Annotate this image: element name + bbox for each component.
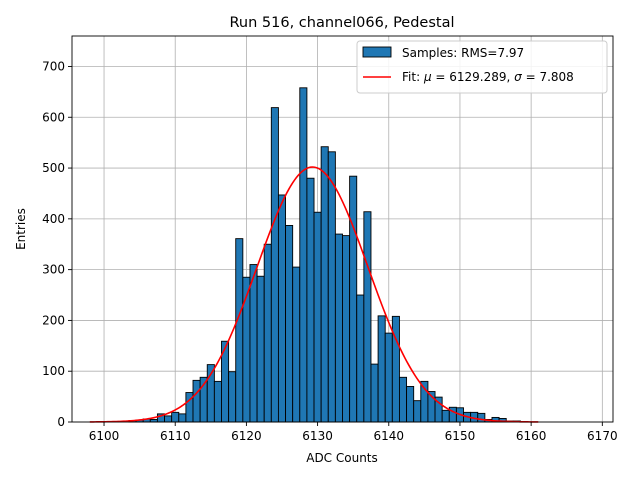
chart-title: Run 516, channel066, Pedestal [229, 15, 454, 31]
legend-samples-label: Samples: RMS=7.97 [402, 46, 524, 60]
y-axis-label: Entries [14, 208, 28, 250]
x-tick-label: 6140 [373, 429, 404, 443]
x-tick-label: 6100 [89, 429, 120, 443]
fit-curve-layer [89, 166, 539, 423]
legend-fit-mid: = 6129.289, [432, 70, 515, 84]
y-tick-label: 300 [42, 263, 65, 277]
histogram-bar [299, 87, 308, 423]
histogram-bar [370, 363, 379, 423]
y-tick-label: 0 [57, 415, 65, 429]
histogram-bar [406, 385, 415, 423]
histogram-bar [263, 243, 272, 423]
histogram-bar [384, 332, 393, 423]
histogram-bar [313, 211, 322, 423]
histogram-bar [413, 400, 422, 423]
y-tick-label: 100 [42, 364, 65, 378]
histogram-bar [477, 412, 486, 423]
legend-box [356, 40, 608, 94]
y-tick-label: 200 [42, 313, 65, 327]
histogram-bar [292, 266, 301, 423]
histogram-bar [285, 224, 294, 423]
x-axis-ticks: 6100 6110 6120 6130 6140 6150 6160 6170 [89, 422, 618, 443]
histogram-bar [242, 276, 251, 423]
x-tick-label: 6170 [587, 429, 618, 443]
histogram-bar [256, 275, 265, 423]
histogram-bar [398, 376, 408, 423]
histogram-bar [192, 379, 201, 423]
histogram-bar [342, 235, 351, 423]
histogram-bar [277, 194, 287, 423]
legend-fit-label: Fit: μ = 6129.289, σ = 7.808 [402, 70, 574, 84]
y-tick-label: 400 [42, 212, 65, 226]
x-tick-label: 6130 [302, 429, 333, 443]
legend-fit-end: = 7.808 [522, 70, 574, 84]
histogram-bars [128, 87, 529, 423]
x-tick-label: 6110 [160, 429, 191, 443]
y-axis-ticks: 0 100 200 300 400 500 600 700 [42, 59, 72, 429]
legend-fit-prefix: Fit: [402, 70, 424, 84]
y-tick-label: 700 [42, 59, 65, 73]
histogram-bar [327, 151, 336, 423]
histogram-bar [164, 415, 173, 423]
x-tick-label: 6150 [445, 429, 476, 443]
fit-curve [89, 166, 539, 423]
histogram-bar [349, 175, 358, 423]
histogram-bar [249, 264, 258, 423]
histogram-bar [228, 371, 237, 423]
x-tick-label: 6120 [231, 429, 262, 443]
histogram-bar [363, 211, 372, 423]
histogram-bar [178, 413, 187, 423]
histogram-bar [334, 233, 343, 423]
histogram-bar [441, 409, 450, 423]
histogram-bar [213, 380, 222, 423]
legend: Samples: RMS=7.97 Fit: μ = 6129.289, σ =… [356, 40, 608, 94]
histogram-bar [320, 146, 329, 423]
histogram-bar [377, 315, 386, 423]
legend-samples-swatch [362, 46, 392, 58]
histogram-bar [356, 294, 365, 423]
legend-fit-sigma-symbol: σ [514, 70, 522, 84]
y-tick-label: 500 [42, 161, 65, 175]
histogram-bar [171, 411, 180, 423]
x-axis-label: ADC Counts [306, 451, 378, 465]
legend-fit-mu-symbol: μ [423, 70, 432, 84]
histogram-bar [235, 238, 244, 423]
histogram-bar [270, 107, 279, 423]
plot-frame [71, 35, 614, 423]
y-tick-label: 600 [42, 110, 65, 124]
x-tick-label: 6160 [516, 429, 547, 443]
histogram-bar [306, 177, 315, 423]
